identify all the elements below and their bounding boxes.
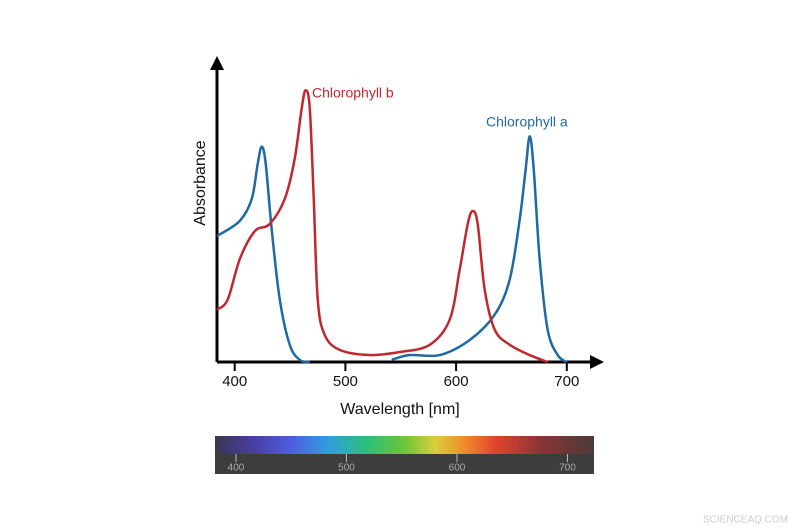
spectrum-scale xyxy=(215,454,594,474)
x-axis-arrow xyxy=(590,355,604,369)
x-axis-label: Wavelength [nm] xyxy=(340,401,459,418)
watermark: SCIENCEAQ.COM xyxy=(703,515,788,526)
spectrum-tick-label: 700 xyxy=(559,463,576,474)
x-tick-label: 600 xyxy=(444,373,469,390)
y-axis-label: Absorbance xyxy=(192,140,209,225)
spectrum-tick-label: 600 xyxy=(449,463,466,474)
spectrum-bar xyxy=(215,436,594,454)
x-tick-label: 400 xyxy=(222,373,247,390)
x-tick-label: 700 xyxy=(554,373,579,390)
spectrum-tick-label: 500 xyxy=(338,463,355,474)
series-line xyxy=(216,135,568,364)
y-axis-arrow xyxy=(210,56,224,70)
series-label: Chlorophyll b xyxy=(312,85,394,101)
x-tick-label: 500 xyxy=(333,373,358,390)
series-label: Chlorophyll a xyxy=(486,114,568,130)
series-line xyxy=(216,88,549,364)
spectrum-tick-label: 400 xyxy=(228,463,245,474)
